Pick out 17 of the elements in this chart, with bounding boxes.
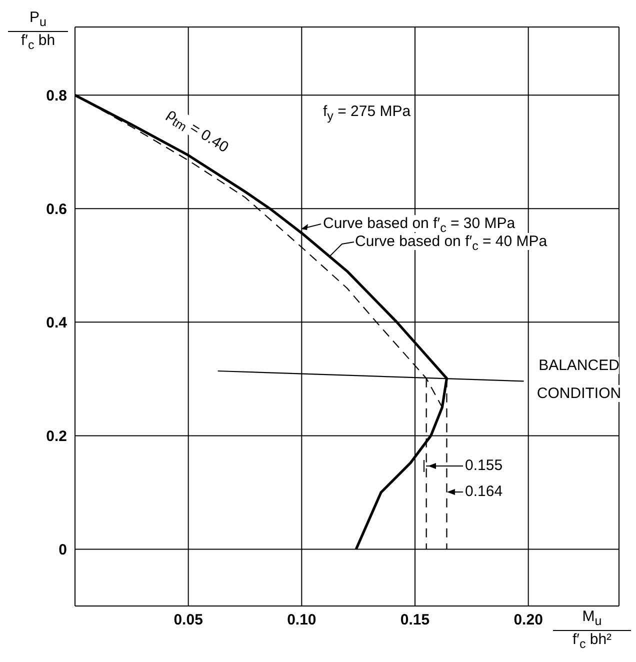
y-tick-label: 0.6 (46, 200, 67, 218)
y-axis-title: P$_{u}$ f′$_{c}$ bh (20, 9, 56, 52)
y-tick-label: 0.2 (46, 428, 67, 446)
x-tick-label: 0.05 (174, 612, 203, 629)
annotation: BALANCED CONDITION (536, 357, 622, 402)
y-tick-label: 0.8 (46, 87, 67, 104)
annotation: f$_{y}$ = 275 MPa (323, 103, 411, 123)
x-tick-label: 0.10 (287, 612, 316, 629)
y-tick-label: 0 (58, 542, 67, 559)
x-tick-label: 0.20 (514, 612, 543, 629)
annotation: Curve based on f′$_{c}$ = 40 MPa (355, 233, 548, 253)
y-tick-label: 0.4 (46, 314, 68, 332)
x-tick-label: 0.15 (400, 612, 430, 629)
text: M$_{u}$ f′$_{c}$ bh² (572, 608, 612, 651)
annotation: Curve based on f′$_{c}$ = 30 MPa (323, 215, 516, 235)
annotation: 0.155 (465, 457, 503, 474)
annotation: 0.164 (465, 483, 503, 500)
